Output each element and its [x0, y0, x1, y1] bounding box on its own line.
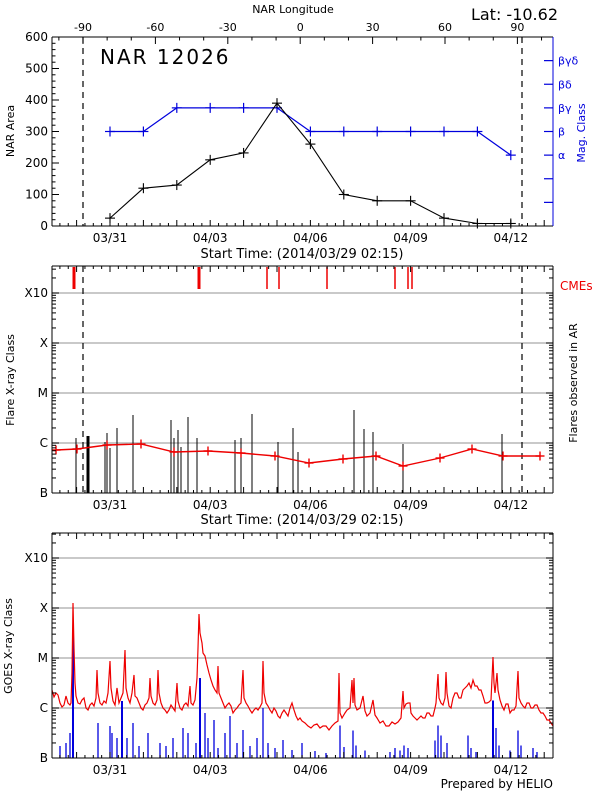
goes-xray-curve — [51, 602, 554, 731]
bottom-panel: B C M X X10 03/31 04/03 04/06 04/09 04/12 — [25, 532, 554, 777]
flare-class-tick-label: X10 — [25, 286, 49, 300]
date-tick-label: 04/06 — [293, 231, 328, 245]
middle-panel: B C M X X10 03/31 04/03 04/06 04/09 04/12 — [25, 265, 554, 512]
goes-class-axis-label: GOES X-ray Class — [2, 598, 15, 694]
date-tick-label: 04/12 — [494, 763, 529, 777]
longitude-tick-label: -60 — [146, 21, 164, 34]
longitude-tick-label: 0 — [297, 21, 304, 34]
goes-class-tick-label: C — [40, 701, 48, 715]
flare-class-tick-label: M — [38, 386, 48, 400]
goes-class-tick-label: M — [38, 651, 48, 665]
goes-class-tick-label: X — [40, 601, 48, 615]
mag-tick-label: βγδ — [558, 55, 579, 68]
longitude-tick-label: 30 — [366, 21, 380, 34]
start-time-label-top: Start Time: (2014/03/29 02:15) — [201, 247, 404, 262]
mag-class-series — [105, 102, 516, 161]
top-panel: 0 100 200 300 400 500 600 αβ βγ βδ βγδ -90 -60 -30 0 30… — [25, 21, 578, 245]
date-tick-label: 04/12 — [494, 231, 529, 245]
longitude-tick-label: -90 — [74, 21, 92, 34]
date-tick-label: 04/06 — [293, 763, 328, 777]
date-tick-label: 03/31 — [93, 498, 128, 512]
area-tick-label: 300 — [25, 125, 48, 139]
flare-class-tick-label: X — [40, 336, 48, 350]
date-tick-label: 04/06 — [293, 498, 328, 512]
area-tick-label: 400 — [25, 93, 48, 107]
latitude-label: Lat: -10.62 — [471, 5, 558, 24]
particle-spikes — [59, 633, 538, 758]
credit-label: Prepared by HELIO — [441, 777, 553, 791]
mag-tick-label: α — [558, 149, 565, 162]
area-tick-label: 600 — [25, 30, 48, 44]
date-tick-label: 04/09 — [393, 498, 428, 512]
page-title: NAR 12026 — [100, 45, 231, 69]
mag-tick-label: βδ — [558, 78, 572, 91]
cme-ticks — [72, 267, 413, 289]
date-tick-label: 04/09 — [393, 231, 428, 245]
start-time-label-middle: Start Time: (2014/03/29 02:15) — [201, 513, 404, 528]
flare-lines — [75, 410, 503, 493]
area-tick-label: 500 — [25, 62, 48, 76]
generated-plot-layers: 0 100 200 300 400 500 600 αβ βγ βδ βγδ -90 -60 -30 0 30… — [25, 21, 579, 777]
date-tick-label: 03/31 — [93, 231, 128, 245]
mag-class-axis-label: Mag. Class — [575, 103, 588, 162]
longitude-axis-title: NAR Longitude — [252, 3, 334, 16]
flare-class-axis-label: Flare X-ray Class — [4, 334, 17, 426]
goes-class-tick-label: X10 — [25, 551, 49, 565]
static-labels: Lat: -10.62 NAR Longitude NAR 12026 NAR … — [2, 3, 593, 791]
cmes-label: CMEs — [560, 279, 593, 293]
flare-class-tick-label: C — [40, 436, 48, 450]
flares-observed-label: Flares observed in AR — [567, 323, 580, 443]
area-tick-label: 200 — [25, 156, 48, 170]
date-tick-label: 04/12 — [494, 498, 529, 512]
goes-class-tick-label: B — [40, 751, 48, 765]
longitude-tick-label: 90 — [510, 21, 524, 34]
date-tick-label: 04/03 — [193, 231, 228, 245]
mag-tick-label: β — [558, 126, 565, 139]
nar-area-curve — [109, 102, 511, 225]
flare-class-tick-label: B — [40, 486, 48, 500]
flare-index-curve — [55, 443, 540, 467]
goes-xray-series — [51, 602, 554, 731]
date-tick-label: 04/03 — [193, 763, 228, 777]
longitude-tick-label: 60 — [438, 21, 452, 34]
date-tick-label: 04/09 — [393, 763, 428, 777]
date-tick-label: 03/31 — [93, 763, 128, 777]
area-tick-label: 100 — [25, 188, 48, 202]
area-tick-label: 0 — [40, 219, 48, 233]
flare-index-series — [51, 439, 545, 471]
mag-tick-label: βγ — [558, 102, 572, 115]
longitude-tick-label: -30 — [219, 21, 237, 34]
date-tick-label: 04/03 — [193, 498, 228, 512]
nar-area-axis-label: NAR Area — [4, 105, 17, 157]
nar-area-series — [105, 98, 516, 229]
